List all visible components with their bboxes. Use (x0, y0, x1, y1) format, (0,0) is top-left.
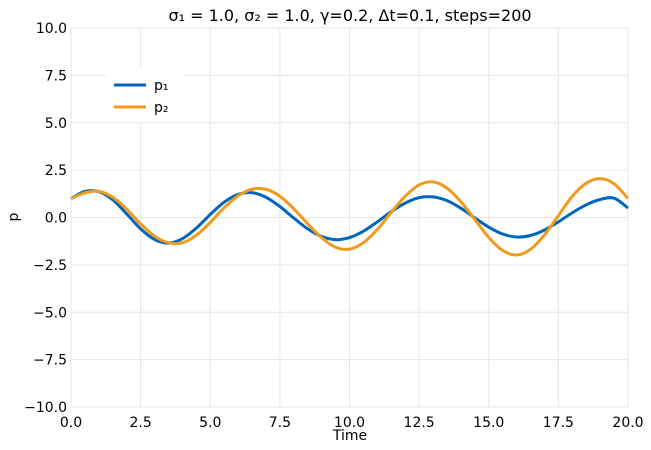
y-tick-label: 10.0 (36, 21, 67, 37)
y-tick-label: 2.5 (45, 163, 67, 179)
legend-label-p2: p₂ (154, 100, 169, 116)
x-tick-label: 0.0 (60, 415, 82, 431)
chart-title: σ₁ = 1.0, σ₂ = 1.0, γ=0.2, Δt=0.1, steps… (168, 6, 531, 25)
series-layer (70, 177, 630, 257)
legend-label-p1: p₁ (154, 78, 169, 94)
x-tick-label: 7.5 (269, 415, 291, 431)
x-tick-label: 20.0 (612, 415, 643, 431)
x-tick-label: 2.5 (129, 415, 151, 431)
y-tick-label: 5.0 (45, 116, 67, 132)
x-tick-label: 5.0 (199, 415, 221, 431)
series-line-p2 (70, 177, 630, 257)
x-tick-label: 17.5 (543, 415, 574, 431)
y-tick-label: −2.5 (33, 258, 67, 274)
y-axis-ticks: −10.0 −7.5 −5.0 −2.5 0.0 2.5 5.0 7.5 10.0 (24, 21, 67, 416)
legend-background (106, 68, 184, 122)
grid (70, 27, 629, 408)
x-tick-label: 12.5 (404, 415, 435, 431)
x-axis-ticks: 0.0 2.5 5.0 7.5 10.0 12.5 15.0 17.5 20.0 (60, 415, 644, 431)
legend: p₁ p₂ (106, 68, 184, 122)
x-axis-label: Time (332, 428, 367, 444)
x-tick-label: 10.0 (334, 415, 365, 431)
x-tick-label: 15.0 (473, 415, 504, 431)
y-tick-label: 0.0 (45, 211, 67, 227)
y-tick-label: −7.5 (33, 353, 67, 369)
y-tick-label: −10.0 (24, 400, 67, 416)
y-tick-label: −5.0 (33, 305, 67, 321)
y-tick-label: 7.5 (45, 68, 67, 84)
y-axis-label: p (6, 212, 22, 221)
